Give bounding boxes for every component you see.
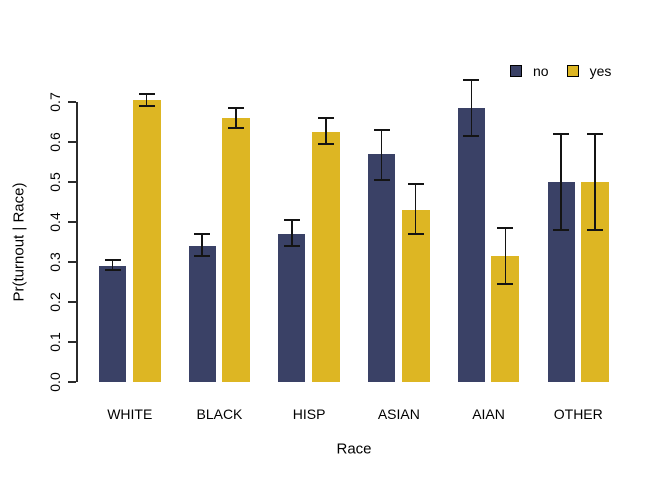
x-tick-label-hisp: HISP xyxy=(292,406,326,422)
errorbar-yes-other xyxy=(594,134,596,230)
errorbar-cap xyxy=(587,229,603,231)
errorbar-no-black xyxy=(201,234,203,256)
y-tick-label: 0.5 xyxy=(47,172,63,192)
y-tick-label: 0.7 xyxy=(47,92,63,112)
errorbar-cap xyxy=(407,183,424,185)
x-tick-label-other: OTHER xyxy=(553,406,603,422)
bar-yes-hisp xyxy=(311,132,340,382)
y-tick-mark xyxy=(68,181,76,183)
errorbar-cap xyxy=(104,259,121,261)
y-tick-mark xyxy=(68,261,76,263)
errorbar-cap xyxy=(228,107,245,109)
legend-label-yes: yes xyxy=(589,63,612,79)
x-tick-label-black: BLACK xyxy=(196,406,243,422)
errorbar-cap xyxy=(104,269,121,271)
y-tick-mark xyxy=(68,221,76,223)
errorbar-cap xyxy=(283,219,300,221)
errorbar-no-asian xyxy=(380,130,383,180)
x-tick-label-aian: AIAN xyxy=(472,406,505,422)
y-axis-title: Pr(turnout | Race) xyxy=(10,182,28,302)
errorbar-cap xyxy=(553,229,569,231)
errorbar-cap xyxy=(317,143,334,145)
x-tick-label-white: WHITE xyxy=(107,406,153,422)
errorbar-cap xyxy=(463,135,480,137)
legend: no yes xyxy=(510,63,611,79)
bar-yes-white xyxy=(132,100,161,382)
errorbar-no-other xyxy=(560,134,562,230)
bar-yes-asian xyxy=(401,210,430,382)
y-tick-label: 0.2 xyxy=(47,292,63,312)
errorbar-cap xyxy=(228,127,245,129)
y-tick-mark xyxy=(68,381,76,383)
y-tick-mark xyxy=(68,341,76,343)
y-axis-line xyxy=(76,102,78,382)
y-tick-label: 0.4 xyxy=(47,212,63,232)
errorbar-yes-aian xyxy=(504,228,507,284)
errorbar-no-aian xyxy=(470,80,473,136)
y-tick-mark xyxy=(68,141,76,143)
errorbar-cap xyxy=(553,133,569,135)
errorbar-cap xyxy=(194,255,211,257)
errorbar-cap xyxy=(587,133,603,135)
errorbar-cap xyxy=(407,233,424,235)
y-tick-label: 0.3 xyxy=(47,252,63,272)
y-tick-mark xyxy=(68,101,76,103)
errorbar-cap xyxy=(317,117,334,119)
legend-swatch-yes xyxy=(566,65,579,77)
y-tick-label: 0.6 xyxy=(47,132,63,152)
errorbar-cap xyxy=(138,93,155,95)
errorbar-cap xyxy=(373,129,390,131)
errorbar-cap xyxy=(138,105,155,107)
bar-no-asian xyxy=(368,154,396,382)
y-tick-label: 0.1 xyxy=(47,332,63,352)
errorbar-yes-asian xyxy=(414,184,417,234)
errorbar-cap xyxy=(373,179,390,181)
errorbar-cap xyxy=(497,227,514,229)
x-axis-title: Race xyxy=(336,440,372,458)
errorbar-no-white xyxy=(111,260,114,270)
bar-no-black xyxy=(188,246,216,382)
errorbar-cap xyxy=(283,245,300,247)
errorbar-cap xyxy=(194,233,211,235)
bar-no-white xyxy=(99,266,126,382)
legend-label-no: no xyxy=(533,63,549,79)
bar-no-aian xyxy=(457,108,485,382)
y-tick-label: 0.0 xyxy=(47,372,63,392)
y-tick-mark xyxy=(68,301,76,303)
errorbar-yes-white xyxy=(145,94,148,106)
errorbar-cap xyxy=(497,283,514,285)
bar-yes-black xyxy=(222,118,251,382)
legend-swatch-no xyxy=(510,65,522,77)
errorbar-no-hisp xyxy=(291,220,293,246)
errorbar-cap xyxy=(463,79,480,81)
x-tick-label-asian: ASIAN xyxy=(377,406,420,422)
errorbar-yes-hisp xyxy=(325,118,327,144)
errorbar-yes-black xyxy=(235,108,237,128)
bar-no-hisp xyxy=(278,234,306,382)
